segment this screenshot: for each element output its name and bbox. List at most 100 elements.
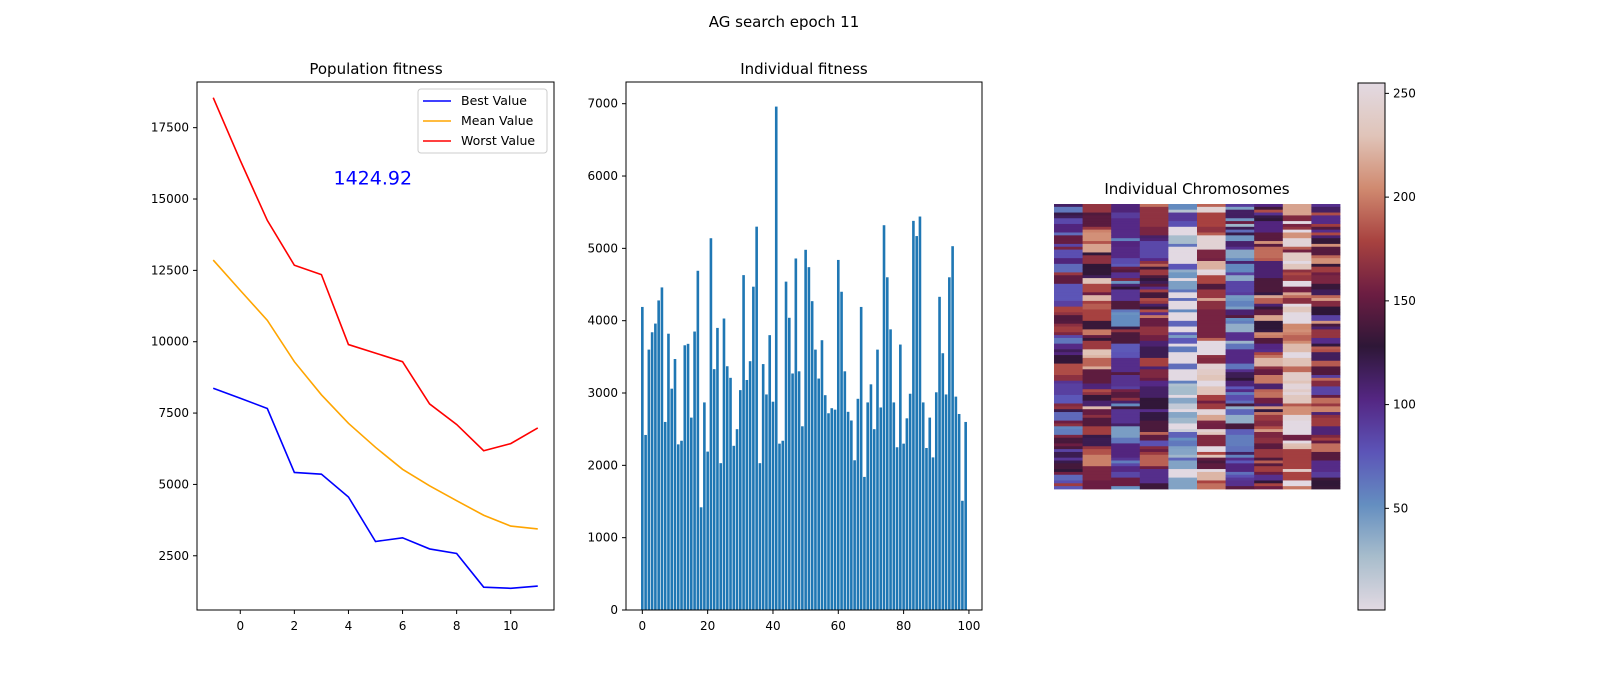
heatmap-cell (1139, 369, 1169, 373)
heatmap-cell (1111, 392, 1141, 396)
heatmap-cell (1111, 340, 1141, 345)
heatmap-cell (1311, 232, 1341, 236)
heatmap-cell (1082, 474, 1112, 478)
heatmap-cell (1282, 480, 1312, 484)
heatmap-cell (1282, 392, 1312, 396)
heatmap-cell (1225, 335, 1255, 339)
heatmap-cell (1225, 397, 1255, 402)
heatmap-cell (1168, 343, 1198, 347)
heatmap-cell (1082, 226, 1112, 231)
heatmap-cell (1111, 252, 1141, 256)
bar (850, 420, 853, 610)
heatmap-cell (1282, 383, 1312, 387)
heatmap-cell (1139, 377, 1169, 382)
heatmap-cell (1254, 283, 1284, 288)
heatmap-cell (1254, 286, 1284, 290)
heatmap-cell (1254, 289, 1284, 293)
heatmap-cell (1168, 397, 1198, 402)
heatmap-cell (1168, 223, 1198, 228)
heatmap-cell (1139, 263, 1169, 268)
heatmap-cell (1139, 434, 1169, 439)
bar (654, 323, 657, 610)
heatmap-cell (1139, 375, 1169, 379)
heatmap-cell (1139, 235, 1169, 239)
heatmap-cell (1282, 303, 1312, 307)
heatmap-cell (1225, 443, 1255, 447)
bar (739, 390, 742, 610)
legend: Best Value Mean Value Worst Value (417, 88, 548, 154)
heatmap-cell (1282, 432, 1312, 436)
heatmap-cell (1139, 249, 1169, 253)
heatmap-cell (1168, 329, 1198, 333)
bar (784, 281, 788, 610)
heatmap-cell (1054, 300, 1083, 305)
heatmap-cell (1254, 335, 1284, 339)
heatmap-cell (1197, 335, 1226, 339)
heatmap-cell (1139, 440, 1169, 444)
heatmap-cell (1197, 206, 1226, 211)
heatmap-cell (1225, 275, 1255, 279)
heatmap-cell (1139, 469, 1169, 473)
heatmap-cell (1254, 471, 1284, 476)
heatmap-cell (1168, 466, 1198, 470)
heatmap-cell (1225, 477, 1255, 481)
heatmap-cell (1311, 261, 1341, 265)
heatmap-cell (1139, 432, 1169, 436)
heatmap-cell (1082, 406, 1112, 410)
heatmap-cell (1139, 343, 1169, 347)
heatmap-cell (1082, 389, 1112, 393)
heatmap-cell (1139, 261, 1169, 265)
heatmap-cell (1197, 486, 1226, 490)
heatmap-cell (1168, 249, 1198, 253)
heatmap-cell (1054, 454, 1083, 459)
heatmap-cell (1282, 226, 1312, 231)
bar (706, 451, 709, 610)
heatmap-cell (1054, 352, 1083, 356)
heatmap-cell (1168, 332, 1198, 336)
heatmap-cell (1311, 235, 1341, 239)
heatmap-cell (1139, 457, 1169, 461)
heatmap-cell (1282, 451, 1312, 456)
heatmap-cell (1282, 278, 1312, 282)
heatmap-cell (1111, 318, 1141, 322)
heatmap-cell (1197, 434, 1226, 439)
heatmap-cell (1225, 221, 1255, 225)
heatmap-cell (1197, 223, 1226, 228)
heatmap-cell (1197, 414, 1226, 419)
bar (787, 317, 791, 610)
heatmap-cell (1168, 414, 1198, 419)
heatmap-cell (1225, 320, 1255, 325)
heatmap-cell (1054, 420, 1083, 424)
heatmap-cell (1139, 480, 1169, 484)
heatmap-cell (1168, 483, 1198, 487)
heatmap-cell (1311, 246, 1341, 250)
heatmap-cell (1282, 486, 1312, 490)
heatmap-cell (1168, 266, 1198, 270)
heatmap-cell (1139, 320, 1169, 325)
heatmap-cell (1311, 226, 1341, 231)
heatmap-cell (1082, 235, 1112, 239)
heatmap-cell (1111, 466, 1141, 470)
heatmap-cell (1139, 283, 1169, 288)
heatmap-cell (1082, 261, 1112, 265)
bar (885, 277, 889, 610)
heatmap-cell (1168, 300, 1198, 305)
heatmap-cell (1282, 463, 1312, 467)
bar (673, 359, 677, 610)
heatmap-cell (1111, 403, 1141, 407)
heatmap-cell (1225, 375, 1255, 379)
heatmap-cell (1168, 454, 1198, 459)
heatmap-cell (1254, 412, 1284, 416)
heatmap-cell (1311, 309, 1341, 313)
heatmap-cell (1082, 443, 1112, 447)
heatmap-cell (1225, 332, 1255, 336)
heatmap-cell (1054, 389, 1083, 393)
heatmap-cell (1082, 272, 1112, 276)
heatmap-cell (1197, 258, 1226, 262)
individual-fitness-frame (625, 81, 983, 611)
heatmap-cell (1082, 221, 1112, 225)
heatmap-cell (1168, 335, 1198, 339)
heatmap-cell (1111, 460, 1141, 464)
heatmap-cell (1054, 337, 1083, 342)
heatmap-cell (1225, 357, 1255, 362)
